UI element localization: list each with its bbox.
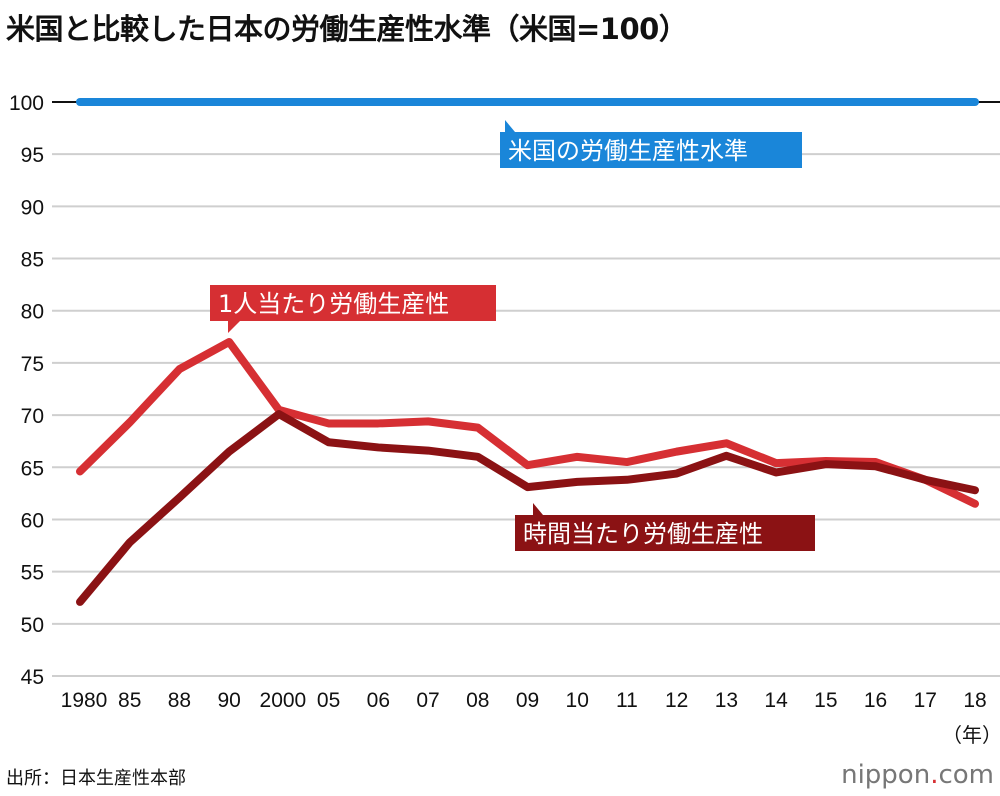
series-label: 時間当たり労働生産性 <box>523 520 763 548</box>
x-tick-label: 05 <box>317 689 340 712</box>
series-label: 米国の労働生産性水準 <box>508 137 748 165</box>
x-tick-label: 12 <box>665 689 688 712</box>
series-label-box <box>210 285 496 321</box>
y-tick-label: 65 <box>21 457 44 480</box>
chart-title: 米国と比較した日本の労働生産性水準（米国=100） <box>6 12 688 46</box>
logo-suffix: com <box>938 760 994 790</box>
x-tick-label: 11 <box>616 689 638 712</box>
y-tick-label: 45 <box>21 666 44 689</box>
nippon-logo: nippon.com <box>841 760 994 790</box>
y-tick-label: 55 <box>21 562 44 585</box>
series-label-box <box>500 132 802 168</box>
x-tick-label: 2000 <box>260 689 307 712</box>
label-pointer <box>505 120 515 132</box>
x-tick-label: 07 <box>416 689 439 712</box>
series-line <box>76 410 979 606</box>
y-tick-label: 75 <box>21 353 44 376</box>
y-tick-label: 90 <box>21 196 44 219</box>
x-tick-label: 16 <box>864 689 887 712</box>
x-tick-label: 18 <box>963 689 986 712</box>
series-line <box>76 338 979 508</box>
x-axis-label: （年） <box>942 723 1000 747</box>
x-tick-label: 1980 <box>61 689 108 712</box>
x-tick-label: 15 <box>814 689 837 712</box>
x-tick-label: 17 <box>914 689 937 712</box>
x-tick-label: 13 <box>715 689 738 712</box>
x-tick-label: 08 <box>466 689 489 712</box>
y-tick-label: 100 <box>9 92 44 115</box>
y-tick-label: 85 <box>21 249 44 272</box>
x-tick-label: 09 <box>516 689 539 712</box>
label-pointer <box>228 321 240 333</box>
x-tick-label: 10 <box>566 689 589 712</box>
series-label: 1人当たり労働生産性 <box>218 290 449 318</box>
x-tick-label: 14 <box>764 689 788 712</box>
logo-dot: . <box>930 760 939 790</box>
logo-text: nippon <box>841 760 931 790</box>
y-tick-label: 60 <box>21 509 44 532</box>
y-tick-label: 70 <box>21 405 44 428</box>
series-label-box <box>515 515 815 551</box>
y-tick-label: 95 <box>21 144 44 167</box>
x-tick-label: 85 <box>118 689 141 712</box>
y-tick-label: 80 <box>21 301 44 324</box>
y-tick-label: 50 <box>21 614 44 637</box>
x-tick-label: 88 <box>168 689 191 712</box>
x-tick-label: 06 <box>367 689 390 712</box>
label-pointer <box>533 503 543 515</box>
source-note: 出所：日本生産性本部 <box>6 768 186 789</box>
x-tick-label: 90 <box>217 689 240 712</box>
